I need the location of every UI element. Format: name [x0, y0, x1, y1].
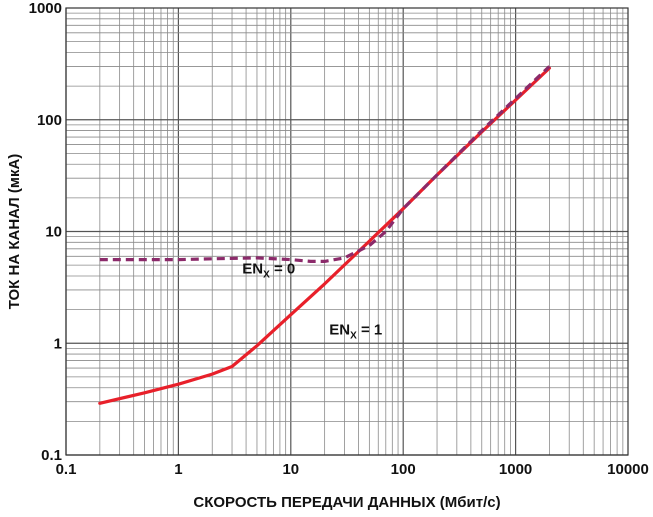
plot-frame	[65, 7, 629, 456]
x-tick-label: 10000	[607, 461, 649, 478]
grid	[65, 8, 628, 456]
x-tick-label: 1	[174, 461, 182, 478]
y-tick-label: 0.1	[41, 447, 62, 464]
y-tick-label: 100	[37, 112, 62, 129]
x-tick-label: 1000	[499, 461, 532, 478]
y-tick-label: 1000	[29, 0, 62, 17]
y-tick-label: 1	[54, 335, 62, 352]
y-axis-label: ТОК НА КАНАЛ (мкА)	[6, 154, 23, 310]
annotations: ENX = 0 ENX = 1	[242, 261, 382, 342]
x-tick-label: 10	[282, 461, 299, 478]
series-line-1	[99, 65, 551, 263]
y-tick-labels: 0.1 1 10 100 1000	[29, 0, 62, 464]
series-group	[98, 65, 551, 405]
x-tick-labels: 0.1 1 10 100 1000 10000	[56, 461, 649, 478]
annotation-label-1: ENX = 1	[329, 321, 382, 341]
x-tick-label: 100	[391, 461, 416, 478]
annotation-label-0: ENX = 0	[242, 261, 295, 281]
y-tick-label: 10	[45, 224, 62, 241]
x-tick-label: 0.1	[56, 461, 77, 478]
x-axis-label: СКОРОСТЬ ПЕРЕДАЧИ ДАННЫХ (Мбит/с)	[193, 494, 500, 511]
